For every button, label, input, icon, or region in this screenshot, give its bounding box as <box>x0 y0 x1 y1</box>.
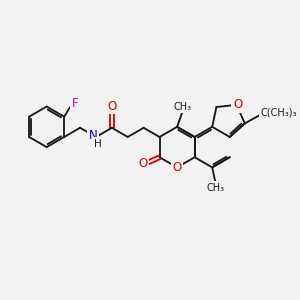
Text: F: F <box>71 97 78 110</box>
Text: CH₃: CH₃ <box>206 183 224 193</box>
Text: H: H <box>94 139 102 149</box>
Text: O: O <box>233 98 242 111</box>
Text: CH₃: CH₃ <box>174 102 192 112</box>
Text: O: O <box>172 161 182 174</box>
Text: O: O <box>107 100 116 113</box>
Text: O: O <box>139 158 148 170</box>
Text: N: N <box>89 128 98 142</box>
Text: C(CH₃)₃: C(CH₃)₃ <box>260 108 297 118</box>
